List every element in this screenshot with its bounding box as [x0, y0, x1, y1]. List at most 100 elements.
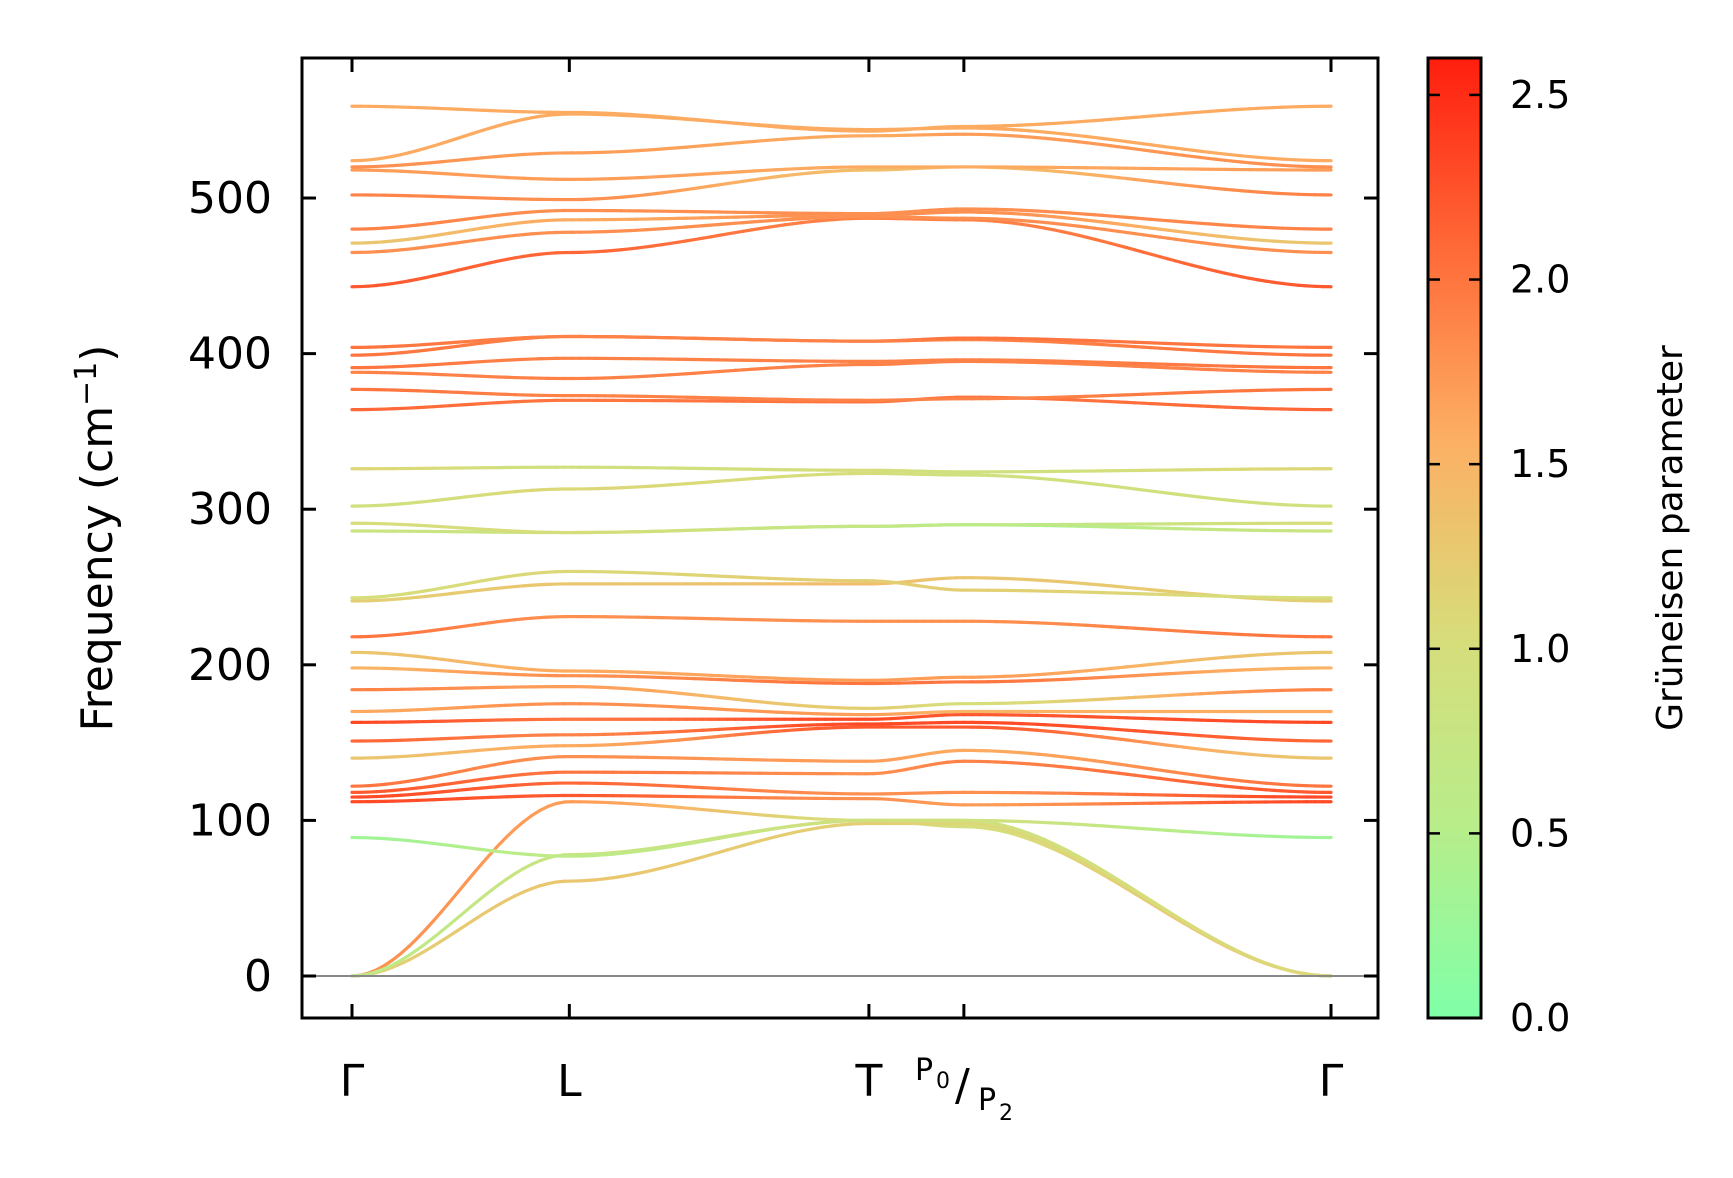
band-segment — [431, 929, 444, 940]
colorbar-tick-label: 0.5 — [1510, 811, 1570, 855]
band-segment — [472, 895, 485, 906]
band-band-21 — [350, 471, 1333, 508]
band-segment — [415, 942, 428, 952]
band-band-34 — [350, 165, 1333, 181]
band-segment — [440, 900, 452, 913]
band-band-11 — [350, 712, 1333, 724]
band-segment — [513, 820, 525, 831]
band-segment — [505, 871, 517, 881]
band-segment — [497, 834, 509, 847]
band-segment — [415, 928, 428, 940]
band-segment — [456, 909, 468, 920]
plot-frame — [300, 56, 1380, 1020]
band-segment — [456, 880, 468, 894]
band-band-13 — [350, 684, 1333, 710]
band-segment — [423, 919, 436, 932]
p0-sub: 0 — [936, 1069, 950, 1094]
x-tick-label: Γ — [1319, 1056, 1344, 1107]
band-band-5 — [350, 793, 1333, 807]
colorbar-tick-label: 2.0 — [1510, 258, 1570, 302]
colorbar-tick-label: 1.5 — [1510, 442, 1570, 486]
band-segment — [505, 827, 517, 839]
band-segment — [423, 935, 436, 946]
band-band-9 — [350, 725, 1333, 760]
band-band-6 — [350, 781, 1333, 799]
y-axis-label-sup: −1 — [69, 362, 104, 406]
p2-sub: 2 — [999, 1101, 1013, 1126]
band-band-4 — [350, 818, 1333, 858]
x-tick-label: Γ — [340, 1056, 365, 1107]
band-band-10 — [350, 720, 1333, 743]
colorbar-tick-label: 0.0 — [1510, 996, 1570, 1040]
band-band-28 — [350, 334, 1333, 350]
band-band-14 — [350, 666, 1333, 686]
band-segment — [448, 915, 460, 926]
band-segment — [1158, 904, 1170, 913]
band-segment — [464, 918, 476, 927]
band-segment — [529, 808, 542, 818]
band-segment — [1166, 909, 1178, 918]
p-separator: / — [955, 1060, 970, 1111]
x-tick-label: T — [854, 1056, 882, 1107]
band-band-12 — [350, 702, 1333, 717]
x-tick-label: L — [557, 1056, 582, 1107]
y-tick-label: 400 — [188, 329, 272, 380]
band-segment — [1125, 883, 1137, 893]
band-band-33 — [350, 165, 1333, 202]
band-band-20 — [350, 521, 1333, 535]
band-segment — [1117, 878, 1129, 887]
band-band-17 — [350, 576, 1333, 603]
band-band-31 — [350, 210, 1333, 245]
band-segment — [399, 944, 411, 956]
p0-main: P — [915, 1053, 933, 1088]
band-segment — [456, 923, 468, 932]
y-axis-ticks: 0 100 200 300 400 500 — [188, 173, 1378, 1002]
p2-main: P — [978, 1083, 996, 1118]
band-segment — [480, 889, 493, 899]
y-axis-label: Frequency (cm−1) — [69, 345, 123, 732]
band-segment — [1149, 899, 1162, 908]
band-band-35 — [350, 132, 1333, 169]
y-axis-label-main: Frequency (cm — [72, 406, 123, 732]
band-segment — [391, 951, 403, 962]
y-tick-label: 300 — [188, 484, 272, 535]
y-tick-label: 500 — [188, 173, 272, 224]
colorbar-label: Grüneisen parameter — [1650, 345, 1691, 731]
colorbar — [1426, 56, 1483, 1020]
band-band-37 — [350, 104, 1333, 133]
y-axis-label-close: ) — [72, 345, 123, 362]
band-segment — [440, 922, 452, 933]
band-segment — [497, 877, 509, 887]
band-band-15 — [350, 650, 1333, 682]
colorbar-ticks: 0.0 0.5 1.0 1.5 2.0 2.5 — [1428, 73, 1570, 1040]
band-band-24 — [350, 387, 1333, 402]
band-band-22 — [350, 465, 1333, 474]
y-tick-label: 0 — [244, 951, 272, 1002]
band-segment — [489, 883, 501, 893]
band-band-8 — [350, 748, 1333, 788]
band-segment — [407, 936, 419, 948]
band-band-18 — [350, 569, 1333, 600]
band-band-32 — [350, 207, 1333, 231]
band-segment — [480, 852, 493, 865]
band-segment — [464, 902, 476, 913]
band-segment — [1133, 888, 1145, 898]
colorbar-tick-label: 2.5 — [1510, 73, 1570, 117]
colorbar-tick-label: 1.0 — [1510, 627, 1570, 671]
band-segment — [383, 958, 395, 967]
band-lines — [350, 104, 1333, 978]
band-segment — [448, 890, 460, 904]
y-tick-label: 100 — [188, 795, 272, 846]
band-segment — [464, 870, 476, 884]
band-segment — [448, 928, 460, 938]
x-tick-label-p0-p2: P 0 / P 2 — [915, 1053, 1013, 1126]
band-segment — [407, 948, 419, 957]
band-segment — [472, 912, 485, 922]
band-segment — [431, 909, 444, 923]
band-segment — [1141, 894, 1154, 903]
band-segment — [521, 814, 534, 824]
band-band-7 — [350, 759, 1333, 794]
band-segment — [440, 933, 452, 943]
